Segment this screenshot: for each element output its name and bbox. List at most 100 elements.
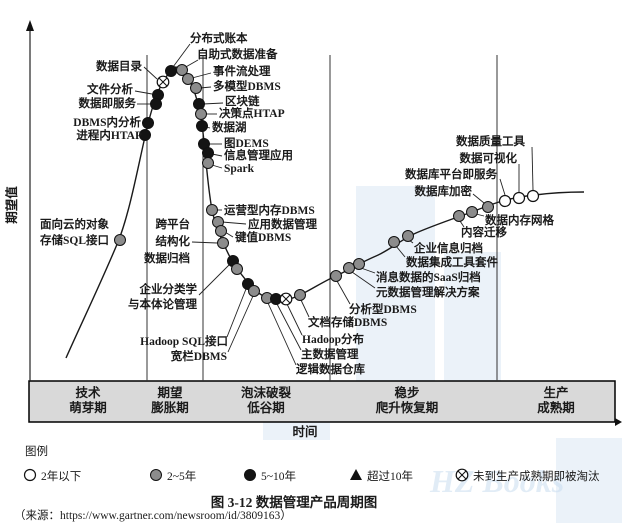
legend-item: 2~5年	[150, 469, 196, 483]
dot-2-5-years	[231, 263, 243, 275]
data-point-label: 事件流处理	[213, 64, 271, 78]
leader-line	[227, 295, 254, 353]
dot-2-5-years	[114, 234, 126, 246]
hype-cycle-curve	[65, 66, 585, 359]
watermark-block	[556, 438, 622, 523]
y-axis-arrow-icon	[26, 20, 34, 31]
figure-source: （来源：https://www.gartner.com/newsroom/id/…	[14, 508, 292, 522]
data-point-label: 数据可视化	[460, 151, 518, 165]
leader-line	[198, 264, 230, 296]
phase-labels: 技术萌芽期 期望膨胀期 泡沫破裂低谷期 稳步爬升恢复期 生产成熟期	[69, 385, 575, 415]
dot-2-5-years	[466, 206, 478, 218]
dot-2-5-years	[176, 64, 188, 76]
dot-5-10-years	[244, 469, 256, 481]
data-point-label: 图DEMS	[224, 136, 269, 150]
dot-2-5-years	[202, 157, 214, 169]
leader-line	[531, 146, 534, 191]
leader-line	[300, 299, 310, 318]
dot-under-2-years	[526, 189, 540, 203]
data-point-label: 元数据管理解决方案	[376, 285, 480, 299]
leader-line	[226, 288, 247, 338]
legend-label: 未到生产成熟期即被淘汰	[473, 469, 600, 483]
data-point-label: 逻辑数据仓库	[295, 362, 365, 376]
data-point-label: 区块链	[225, 94, 260, 108]
data-point-label: 数据内存网格	[485, 213, 554, 227]
leader-line	[336, 280, 351, 305]
x-axis-label: 时间	[292, 424, 317, 439]
x-stroke	[158, 77, 168, 87]
leader-line	[143, 66, 158, 80]
dot-under-2-years	[498, 194, 512, 208]
data-point-label: 数据库加密	[415, 184, 473, 198]
dot-2-5-years	[195, 108, 207, 120]
dot-2-5-years	[388, 236, 400, 248]
phase-band	[28, 380, 616, 423]
data-point-label: 数据即服务	[79, 96, 137, 110]
x-stroke	[457, 470, 467, 480]
label-leader-lines	[134, 43, 534, 366]
phase-band-label: 期望膨胀期	[150, 385, 189, 415]
legend-item: 2年以下	[23, 468, 81, 483]
dot-2-5-years	[294, 289, 306, 301]
data-point-label: 分析型DBMS	[349, 302, 417, 316]
dot-under-2-years	[23, 468, 37, 482]
legend-title: 图例	[25, 444, 48, 458]
y-axis-label: 期望值	[4, 186, 19, 224]
leader-line	[172, 43, 191, 68]
dot-2-5-years	[150, 469, 162, 481]
leader-line	[134, 90, 153, 95]
leader-line	[472, 193, 485, 204]
legend-label: 5~10年	[261, 469, 296, 483]
dot-2-5-years	[248, 285, 260, 297]
dot-obsolete-before-plateau	[156, 75, 170, 89]
figure-caption: 图 3-12 数据管理产品周期图	[211, 494, 378, 510]
data-point-label: 多模型DBMS	[213, 79, 281, 93]
triangle-over-10-years-icon	[350, 469, 362, 480]
dot-obsolete-before-plateau	[279, 292, 293, 306]
dot-5-10-years	[142, 117, 154, 129]
data-point-label: 数据湖	[212, 120, 247, 134]
x-stroke	[281, 294, 291, 304]
legend: 2年以下 2~5年 5~10年 超过10年 未到生产成熟期即被淘汰	[23, 468, 600, 483]
data-point-label: 数据库平台即服务	[405, 167, 497, 181]
data-point-label: 进程内HTAP	[76, 128, 142, 142]
legend-item: 未到生产成熟期即被淘汰	[455, 468, 600, 483]
leader-line	[202, 102, 224, 105]
leader-line	[395, 245, 406, 258]
dot-2-5-years	[330, 270, 342, 282]
legend-label: 2年以下	[41, 469, 81, 483]
leader-line	[211, 164, 223, 169]
phase-band-label: 泡沫破裂低谷期	[241, 385, 292, 415]
data-point-label: Hadoop分布	[302, 332, 364, 346]
leader-line	[276, 303, 302, 351]
data-point-label: 企业分类学与本体论管理	[128, 282, 197, 311]
data-point-label: 分布式账本	[190, 31, 248, 45]
dot-under-2-years	[512, 191, 526, 205]
data-point-label: Hadoop SQL接口	[140, 334, 228, 348]
dot-5-10-years	[193, 98, 205, 110]
leader-line	[360, 267, 376, 274]
dot-2-5-years	[190, 82, 202, 94]
leader-line	[499, 178, 506, 196]
watermark-block	[444, 252, 501, 393]
data-point-label: 内容迁移	[461, 225, 507, 239]
legend-item: 超过10年	[350, 469, 413, 483]
dot-2-5-years	[482, 201, 494, 213]
data-point-label: 运营型内存DBMS	[224, 203, 315, 217]
data-point-label: 文件分析	[87, 82, 133, 96]
dot-2-5-years	[402, 230, 414, 242]
dot-5-10-years	[165, 65, 177, 77]
dot-5-10-years	[139, 129, 151, 141]
data-point-label: 数据目录	[96, 59, 142, 73]
data-point-label: 面向云的对象存储SQL接口	[40, 217, 109, 247]
leader-line	[221, 221, 247, 225]
dot-2-5-years	[453, 210, 465, 222]
watermark-text: HZ Books	[429, 463, 564, 499]
legend-item: 5~10年	[244, 469, 296, 483]
legend-label: 2~5年	[167, 469, 196, 483]
leader-line	[459, 220, 465, 228]
data-point-label: 宽栏DBMS	[170, 349, 227, 363]
